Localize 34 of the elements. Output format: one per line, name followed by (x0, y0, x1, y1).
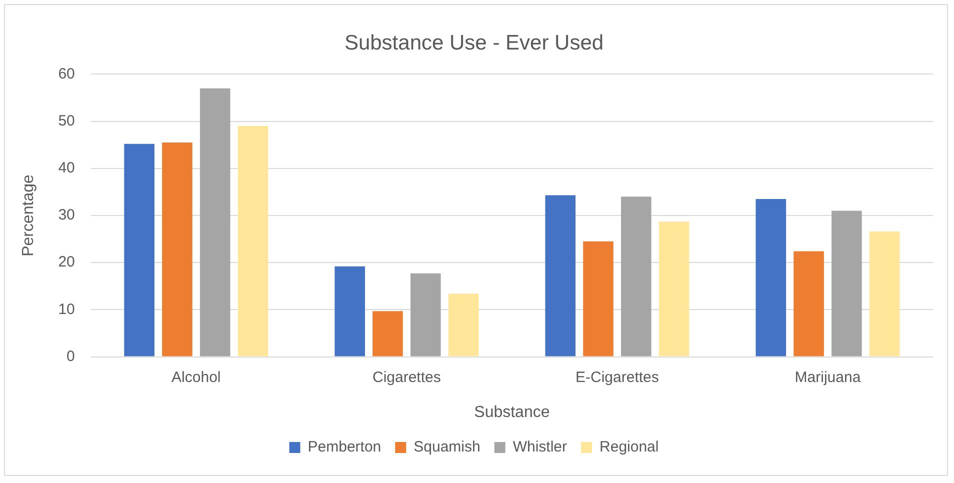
bar (162, 142, 192, 356)
bar (200, 88, 230, 356)
bar (620, 196, 652, 356)
y-tick-label: 50 (58, 112, 75, 130)
x-tick-label: Cigarettes (372, 368, 441, 386)
bar (658, 222, 690, 356)
y-tick-label: 0 (66, 348, 75, 365)
legend-label: Regional (600, 438, 659, 456)
bar (372, 311, 403, 356)
legend-label: Squamish (414, 438, 480, 456)
y-tick-label: 10 (58, 300, 75, 318)
bar (832, 210, 862, 356)
bar (124, 144, 154, 356)
x-axis-title: Substance (474, 404, 550, 421)
bar (756, 199, 786, 356)
y-tick-label: 20 (58, 254, 75, 271)
y-tick-label: 60 (58, 65, 75, 82)
bar (794, 251, 824, 356)
y-axis-title: Percentage (20, 174, 38, 256)
bar (238, 126, 268, 356)
bar (583, 241, 614, 356)
bar (334, 266, 365, 356)
x-tick-label: E-Cigarettes (576, 368, 659, 386)
bar (448, 294, 479, 356)
x-tick-label: Marijuana (794, 368, 862, 386)
y-tick-label: 30 (58, 206, 75, 224)
bar (410, 273, 441, 356)
legend-label: Pemberton (308, 438, 382, 456)
x-tick-label: Alcohol (172, 368, 221, 386)
bar (869, 232, 900, 356)
chart-title: Substance Use - Ever Used (344, 31, 604, 54)
bar (545, 195, 576, 356)
legend-label: Whistler (512, 438, 568, 456)
y-tick-label: 40 (58, 160, 75, 177)
